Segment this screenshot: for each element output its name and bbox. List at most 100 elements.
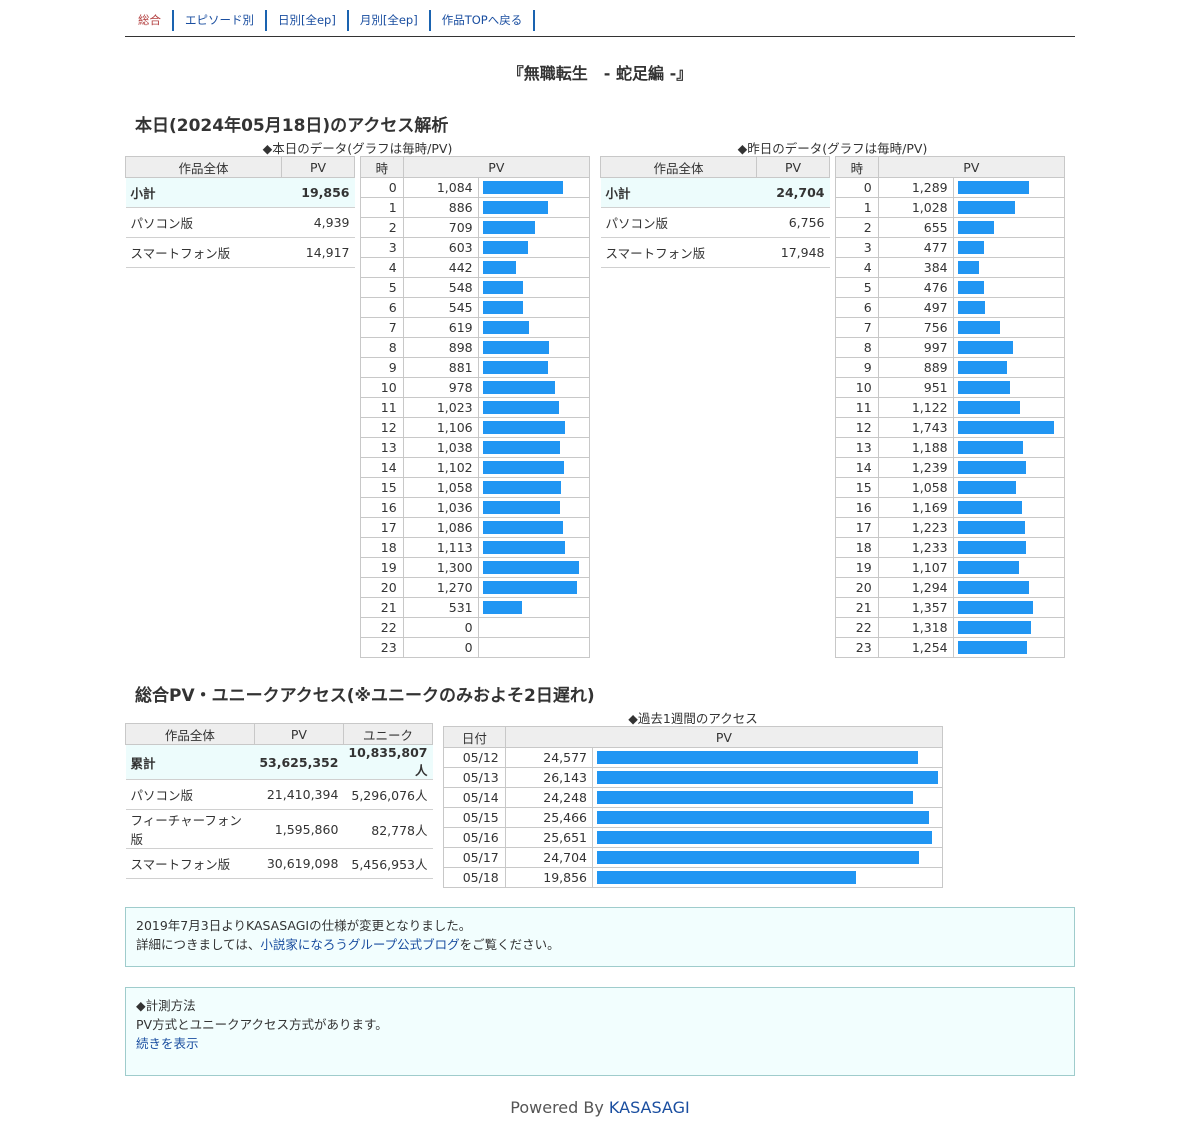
date-cell: 05/16 (443, 827, 506, 848)
nav-link[interactable]: 月別[全ep] (359, 13, 418, 27)
bar-cell (952, 457, 1066, 478)
hour-cell: 19 (835, 557, 879, 578)
hourly-row: 10 978 (360, 377, 591, 398)
hourly-row: 0 1,289 (835, 177, 1066, 198)
pv-cell: 1,169 (877, 497, 954, 518)
pv-cell: 881 (402, 357, 479, 378)
bar-cell (592, 867, 943, 888)
hourly-row: 22 1,318 (835, 617, 1066, 638)
hour-cell: 18 (360, 537, 404, 558)
date-cell: 05/17 (443, 847, 506, 868)
nav-link[interactable]: エピソード別 (185, 13, 254, 27)
hour-cell: 17 (835, 517, 879, 538)
hour-cell: 16 (360, 497, 404, 518)
nav-item[interactable]: 日別[全ep] (267, 10, 349, 31)
total-unique: 5,296,076人 (343, 779, 433, 810)
pv-cell: 709 (402, 217, 479, 238)
hour-cell: 9 (360, 357, 404, 378)
pv-cell: 1,106 (402, 417, 479, 438)
pv-bar (597, 871, 856, 884)
yesterday-hourly-table: 時 PV 0 1,289 1 1,028 2 655 3 477 4 384 5 476 6 497 7 75… (835, 156, 1066, 658)
pv-bar (482, 441, 560, 454)
pv-bar (957, 381, 1010, 394)
hourly-row: 18 1,233 (835, 537, 1066, 558)
pv-bar (482, 461, 564, 474)
bar-cell (952, 617, 1066, 638)
show-more-link[interactable]: 続きを表示 (136, 1036, 199, 1051)
pv-cell: 1,294 (877, 577, 954, 598)
pv-bar (957, 221, 994, 234)
bar-cell (952, 257, 1066, 278)
hourly-row: 13 1,188 (835, 437, 1066, 458)
pv-bar (957, 241, 984, 254)
pv-bar (597, 811, 929, 824)
bar-cell (592, 767, 943, 788)
notice-line1: 2019年7月3日よりKASASAGIの仕様が変更となりました。 (136, 918, 472, 933)
total-row: 累計 53,625,352 10,835,807人 (125, 744, 433, 780)
summary-label: パソコン版 (125, 207, 282, 238)
kasasagi-link[interactable]: KASASAGI (608, 1098, 690, 1117)
hour-cell: 4 (360, 257, 404, 278)
hour-cell: 9 (835, 357, 879, 378)
hour-cell: 2 (835, 217, 879, 238)
hourly-row: 19 1,300 (360, 557, 591, 578)
week-row: 05/12 24,577 (443, 747, 943, 768)
summary-label: スマートフォン版 (600, 237, 757, 268)
hour-cell: 5 (360, 277, 404, 298)
total-heading: 総合PV・ユニークアクセス(※ユニークのみおよそ2日遅れ) (135, 686, 595, 706)
pv-bar (957, 541, 1026, 554)
bar-cell (477, 417, 591, 438)
hourly-row: 16 1,036 (360, 497, 591, 518)
hourly-row: 14 1,239 (835, 457, 1066, 478)
hourly-row: 18 1,113 (360, 537, 591, 558)
hour-cell: 20 (835, 577, 879, 598)
pv-cell: 997 (877, 337, 954, 358)
summary-row: 小計 19,856 (125, 177, 355, 208)
pv-bar (482, 401, 559, 414)
bar-cell (477, 557, 591, 578)
date-cell: 05/14 (443, 787, 506, 808)
total-row: スマートフォン版 30,619,098 5,456,953人 (125, 848, 433, 879)
nav-item[interactable]: エピソード別 (174, 10, 267, 31)
bar-cell (477, 317, 591, 338)
nav-item[interactable]: 月別[全ep] (349, 10, 431, 31)
hourly-row: 15 1,058 (835, 477, 1066, 498)
nav-item[interactable]: 作品TOPへ戻る (431, 10, 536, 31)
bar-cell (952, 357, 1066, 378)
pv-bar (957, 361, 1007, 374)
hour-cell: 15 (360, 477, 404, 498)
hourly-row: 13 1,038 (360, 437, 591, 458)
nav-link[interactable]: 作品TOPへ戻る (441, 13, 523, 27)
week-row: 05/18 19,856 (443, 867, 943, 888)
pv-bar (482, 241, 528, 254)
pv-cell: 1,023 (402, 397, 479, 418)
bar-cell (952, 277, 1066, 298)
pv-bar (597, 791, 913, 804)
pv-cell: 1,038 (402, 437, 479, 458)
nav-link[interactable]: 日別[全ep] (278, 13, 336, 27)
pv-cell: 1,102 (402, 457, 479, 478)
bar-cell (477, 357, 591, 378)
pv-bar (597, 771, 938, 784)
bar-cell (592, 807, 943, 828)
summary-row: 小計 24,704 (600, 177, 830, 208)
pv-cell: 1,223 (877, 517, 954, 538)
pv-bar (957, 481, 1016, 494)
week-row: 05/16 25,651 (443, 827, 943, 848)
summary-value: 4,939 (281, 207, 355, 238)
footer-powered-by: Powered By KASASAGI (125, 1098, 1075, 1117)
hour-cell: 1 (835, 197, 879, 218)
yesterday-caption: ◆昨日のデータ(グラフは毎時/PV) (737, 141, 928, 156)
bar-cell (592, 847, 943, 868)
pv-bar (482, 481, 561, 494)
bar-cell (477, 617, 591, 638)
pv-cell: 545 (402, 297, 479, 318)
pv-cell: 531 (402, 597, 479, 618)
nav-item[interactable]: 総合 (125, 10, 174, 31)
nav-link[interactable]: 総合 (138, 13, 161, 27)
hourly-row: 1 886 (360, 197, 591, 218)
spec-change-notice: 2019年7月3日よりKASASAGIの仕様が変更となりました。 詳細につきまし… (125, 907, 1075, 967)
notice-line2-pre: 詳細につきましては、 (136, 937, 261, 952)
official-blog-link[interactable]: 小説家になろうグループ公式ブログ (260, 937, 460, 952)
hourly-row: 12 1,743 (835, 417, 1066, 438)
